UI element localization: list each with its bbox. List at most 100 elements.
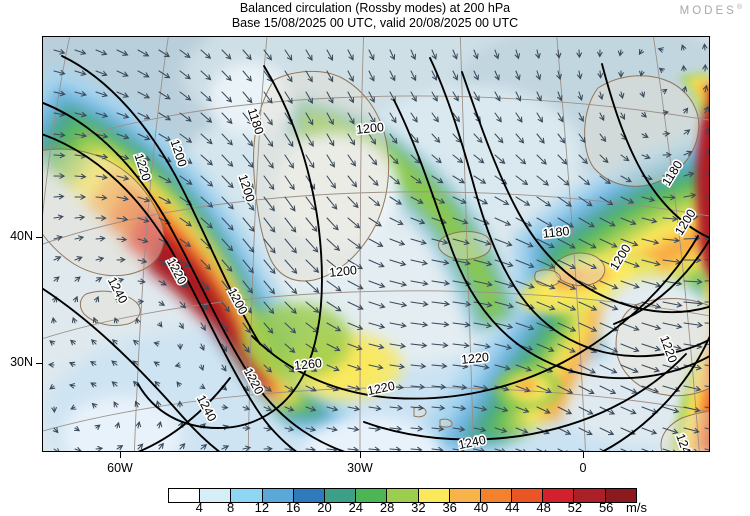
wind-arrow — [305, 385, 317, 392]
wind-arrow — [389, 363, 406, 370]
page-subtitle: Base 15/08/2025 00 UTC, valid 20/08/2025… — [231, 16, 519, 30]
wind-arrow — [515, 364, 533, 372]
contour-label: 1240 — [455, 431, 488, 452]
wind-arrow — [494, 91, 501, 102]
wind-arrow — [431, 280, 451, 286]
colorbar-swatch[interactable] — [261, 489, 293, 502]
wind-arrow — [305, 280, 320, 294]
wind-arrow — [137, 175, 151, 182]
wind-arrow — [494, 364, 511, 371]
wind-arrow — [368, 112, 376, 124]
wind-arrow — [347, 343, 363, 351]
colorbar[interactable] — [168, 488, 637, 503]
colorbar-swatch[interactable] — [417, 489, 449, 502]
map-panel[interactable]: 1220120011801200120011801180120012001220… — [42, 36, 710, 452]
y-tick-30N — [36, 363, 42, 365]
colorbar-swatch[interactable] — [169, 489, 200, 502]
colorbar-swatch[interactable] — [323, 489, 356, 502]
wind-arrow — [284, 49, 293, 61]
wind-arrow — [284, 280, 298, 295]
wind-arrow — [368, 49, 375, 61]
wind-arrow — [389, 70, 396, 82]
colorbar-swatch[interactable] — [448, 489, 480, 502]
wind-arrow — [578, 196, 593, 207]
wind-arrow — [557, 406, 573, 415]
wind-arrow — [137, 237, 149, 244]
wind-arrow — [494, 301, 515, 309]
wind-arrow — [263, 196, 275, 212]
wind-arrow — [576, 49, 583, 59]
wind-arrow — [578, 112, 584, 123]
wind-arrow — [263, 175, 275, 191]
wind-arrow — [221, 49, 232, 60]
wind-arrow — [200, 112, 213, 123]
wind-arrow — [515, 91, 522, 102]
wind-arrow — [410, 196, 424, 204]
colorbar-swatch[interactable] — [511, 489, 543, 502]
wind-arrow — [557, 259, 577, 270]
wind-arrow — [557, 196, 573, 207]
wind-arrow — [702, 63, 708, 72]
colorbar-swatch[interactable] — [199, 489, 231, 502]
wind-arrow — [431, 175, 444, 184]
colorbar-swatch[interactable] — [355, 489, 387, 502]
colorbar-swatch[interactable] — [230, 489, 262, 502]
colorbar-swatch[interactable] — [292, 489, 324, 502]
wind-arrow — [153, 361, 160, 367]
wind-arrow — [599, 154, 609, 164]
wind-arrow — [515, 175, 529, 186]
wind-arrow — [116, 70, 129, 77]
wind-arrow — [137, 70, 150, 78]
colorbar-tick-20: 20 — [317, 500, 332, 515]
wind-arrow — [704, 194, 710, 198]
wind-arrow — [431, 238, 449, 245]
wind-arrow — [113, 317, 120, 324]
wind-arrow — [221, 238, 234, 252]
svg-text:1200: 1200 — [355, 120, 384, 137]
wind-arrow — [639, 91, 646, 98]
svg-text:1220: 1220 — [460, 350, 489, 367]
wind-arrow — [116, 277, 125, 284]
wind-arrow — [200, 70, 212, 81]
wind-arrow — [410, 49, 417, 61]
wind-arrow — [704, 301, 710, 303]
wind-arrow — [473, 364, 490, 370]
wind-arrow — [284, 301, 297, 314]
wind-arrow — [536, 112, 543, 123]
colorbar-swatch[interactable] — [542, 489, 574, 502]
wind-arrow — [70, 404, 77, 410]
colorbar-swatch[interactable] — [573, 489, 605, 502]
wind-arrow — [263, 405, 273, 412]
wind-arrow — [555, 49, 562, 59]
wind-arrow — [535, 49, 541, 60]
wind-arrow — [683, 385, 702, 392]
wind-arrow — [158, 442, 164, 450]
map-canvas[interactable]: 1220120011801200120011801180120012001220… — [42, 36, 710, 452]
wind-arrow — [494, 154, 506, 165]
wind-arrow — [704, 406, 710, 409]
colorbar-swatch[interactable] — [604, 489, 636, 502]
wind-arrow — [578, 280, 598, 290]
wind-arrow — [326, 91, 334, 104]
wind-arrow — [179, 91, 192, 101]
wind-arrow — [263, 364, 273, 373]
wind-arrow — [68, 383, 76, 389]
wind-arrow — [242, 196, 255, 211]
wind-arrow — [200, 259, 211, 270]
wind-arrow — [74, 194, 87, 200]
wind-arrow — [200, 133, 213, 145]
wind-arrow — [137, 258, 148, 264]
height-contours — [42, 55, 710, 452]
wind-arrow — [368, 70, 375, 82]
wind-arrow — [326, 49, 334, 61]
wind-arrow — [221, 154, 234, 168]
wind-arrow — [51, 406, 57, 414]
colorbar-swatch[interactable] — [386, 489, 418, 502]
wind-arrow — [93, 295, 100, 303]
wind-arrow — [305, 238, 319, 253]
wind-arrow — [242, 445, 252, 452]
wind-arrow — [389, 196, 403, 205]
wind-arrow — [389, 405, 404, 411]
colorbar-swatch[interactable] — [479, 489, 512, 502]
wind-arrow — [620, 238, 639, 247]
